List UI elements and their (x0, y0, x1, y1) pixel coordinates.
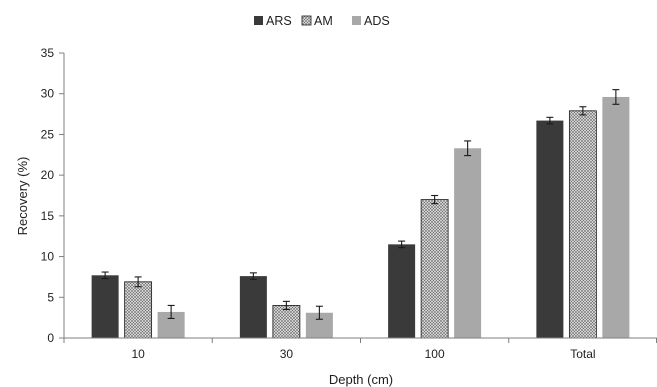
bar-am-100 (420, 199, 449, 339)
bar-ars-total (536, 120, 564, 338)
bar-ars-30 (239, 276, 267, 338)
error-bar-ads-30 (315, 305, 323, 320)
bar-ads-total (602, 96, 630, 338)
y-tick-label: 25 (41, 127, 55, 141)
x-axis: 10 30 100 Total (63, 337, 657, 361)
bars (91, 89, 630, 339)
y-axis-label: Recovery (%) (15, 157, 30, 236)
error-bar-ads-100 (464, 140, 472, 157)
y-axis: 0 5 10 15 20 25 30 35 (41, 46, 65, 345)
bar-ars-100 (388, 244, 416, 338)
bar-ars-10 (91, 275, 119, 338)
y-tick-label: 35 (41, 46, 55, 60)
bar-am-30 (272, 305, 301, 339)
legend-label-ads: ADS (364, 14, 390, 28)
legend-swatch-ads (352, 16, 361, 25)
x-tick-label: 10 (131, 347, 145, 361)
y-tick-label: 10 (41, 250, 55, 264)
error-bar-ars-30 (249, 272, 257, 280)
error-bar-ads-10 (167, 304, 175, 320)
x-tick-label: 100 (425, 347, 445, 361)
y-tick-label: 5 (47, 290, 54, 304)
bar-am-10 (124, 281, 153, 339)
y-tick-label: 20 (41, 168, 55, 182)
legend-label-am: AM (314, 14, 333, 28)
legend: ARS AM ADS (254, 14, 390, 28)
y-tick-label: 0 (47, 331, 54, 345)
legend-label-ars: ARS (266, 14, 292, 28)
error-bar-am-100 (431, 194, 439, 205)
x-tick-label: 30 (280, 347, 294, 361)
bar-ads-100 (454, 148, 482, 338)
error-bar-ars-total (546, 116, 554, 125)
bar-am-total (568, 110, 597, 339)
legend-swatch-am (301, 15, 312, 26)
legend-swatch-ars (254, 16, 263, 25)
x-axis-label: Depth (cm) (329, 372, 393, 387)
error-bar-ads-total (612, 89, 620, 105)
error-bar-am-10 (134, 276, 142, 288)
y-tick-label: 15 (41, 209, 55, 223)
error-bar-ars-100 (398, 240, 406, 249)
error-bar-am-30 (282, 300, 290, 311)
error-bar-am-total (579, 106, 587, 116)
x-tick-label: Total (570, 347, 595, 361)
y-tick-label: 30 (41, 87, 55, 101)
error-bar-ars-10 (101, 271, 109, 280)
